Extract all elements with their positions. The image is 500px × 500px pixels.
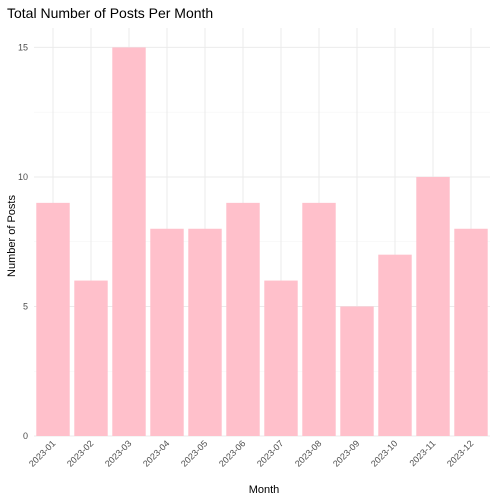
x-tick-label: 2023-12 xyxy=(445,438,475,468)
x-tick-label: 2023-01 xyxy=(27,438,57,468)
y-tick-label: 15 xyxy=(18,42,28,52)
x-tick-label: 2023-06 xyxy=(217,438,247,468)
x-tick-label: 2023-03 xyxy=(103,438,133,468)
bar-2023-11 xyxy=(416,176,450,436)
bar-2023-08 xyxy=(302,202,336,436)
x-tick-label: 2023-05 xyxy=(179,438,209,468)
bar-2023-12 xyxy=(454,228,488,436)
x-tick-label: 2023-07 xyxy=(255,438,285,468)
y-axis-ticks: 0 5 10 15 xyxy=(18,42,28,441)
x-tick-label: 2023-04 xyxy=(141,438,171,468)
bar-2023-03 xyxy=(112,47,146,437)
y-tick-label: 10 xyxy=(18,172,28,182)
bars xyxy=(36,47,488,437)
x-tick-label: 2023-10 xyxy=(369,438,399,468)
bar-2023-07 xyxy=(264,280,298,436)
x-tick-label: 2023-11 xyxy=(407,438,437,468)
x-tick-label: 2023-08 xyxy=(293,438,323,468)
y-axis-label: Number of Posts xyxy=(6,195,18,277)
bar-2023-09 xyxy=(340,306,374,436)
bar-2023-10 xyxy=(378,254,412,436)
bar-2023-02 xyxy=(74,280,108,436)
x-tick-label: 2023-02 xyxy=(65,438,95,468)
x-tick-label: 2023-09 xyxy=(331,438,361,468)
bar-2023-06 xyxy=(226,202,260,436)
y-tick-label: 0 xyxy=(23,431,28,441)
x-axis-ticks: 2023-01 2023-02 2023-03 2023-04 2023-05 2023-… xyxy=(27,438,475,468)
y-tick-label: 5 xyxy=(23,301,28,311)
x-axis-label: Month xyxy=(249,484,280,496)
bar-2023-05 xyxy=(188,228,222,436)
bar-2023-04 xyxy=(150,228,184,436)
bar-2023-01 xyxy=(36,202,70,436)
chart-title: Total Number of Posts Per Month xyxy=(7,5,213,21)
